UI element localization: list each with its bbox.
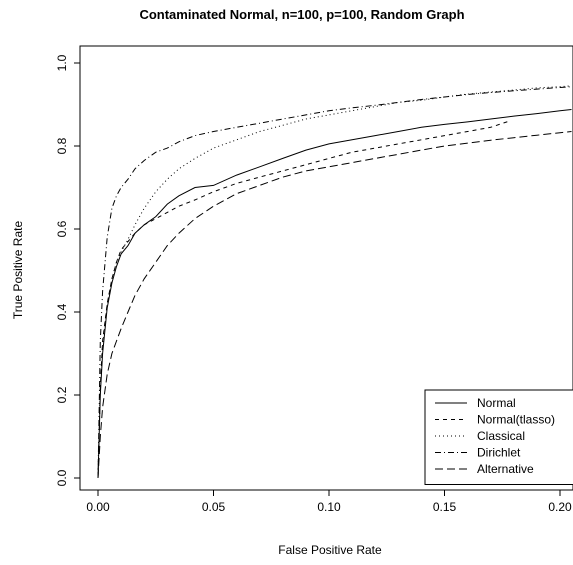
y-tick-label: 0.8 xyxy=(55,137,69,154)
plot-frame xyxy=(79,45,573,491)
x-tick-label: 0.00 xyxy=(86,500,110,514)
y-axis-label: True Positive Rate xyxy=(11,221,25,320)
x-tick-label: 0.15 xyxy=(433,500,457,514)
legend-label: Normal xyxy=(477,396,516,410)
legend-label: Dirichlet xyxy=(477,446,521,460)
x-tick-label: 0.20 xyxy=(548,500,572,514)
series-line-normal xyxy=(97,109,572,479)
x-axis-label: False Positive Rate xyxy=(278,543,382,557)
y-tick-label: 1.0 xyxy=(55,54,69,71)
legend-label: Alternative xyxy=(477,462,534,476)
x-tick-label: 0.05 xyxy=(202,500,226,514)
y-tick-label: 0.4 xyxy=(55,303,69,320)
legend: Normal Normal(tlasso) Classical Dirichlet Al… xyxy=(424,389,573,485)
y-tick-label: 0.6 xyxy=(55,220,69,237)
legend-label: Normal(tlasso) xyxy=(477,413,555,427)
x-axis: 0.00 0.05 0.10 0.15 0.20 xyxy=(86,490,572,514)
y-tick-label: 0.0 xyxy=(55,469,69,486)
series-line-alternative xyxy=(97,131,572,479)
x-tick-label: 0.10 xyxy=(317,500,341,514)
series-lines xyxy=(97,85,572,479)
chart-title: Contaminated Normal, n=100, p=100, Rando… xyxy=(139,7,464,22)
legend-label: Classical xyxy=(477,429,525,443)
y-axis: 0.0 0.2 0.4 0.6 0.8 1.0 xyxy=(55,54,80,486)
y-tick-label: 0.2 xyxy=(55,386,69,403)
